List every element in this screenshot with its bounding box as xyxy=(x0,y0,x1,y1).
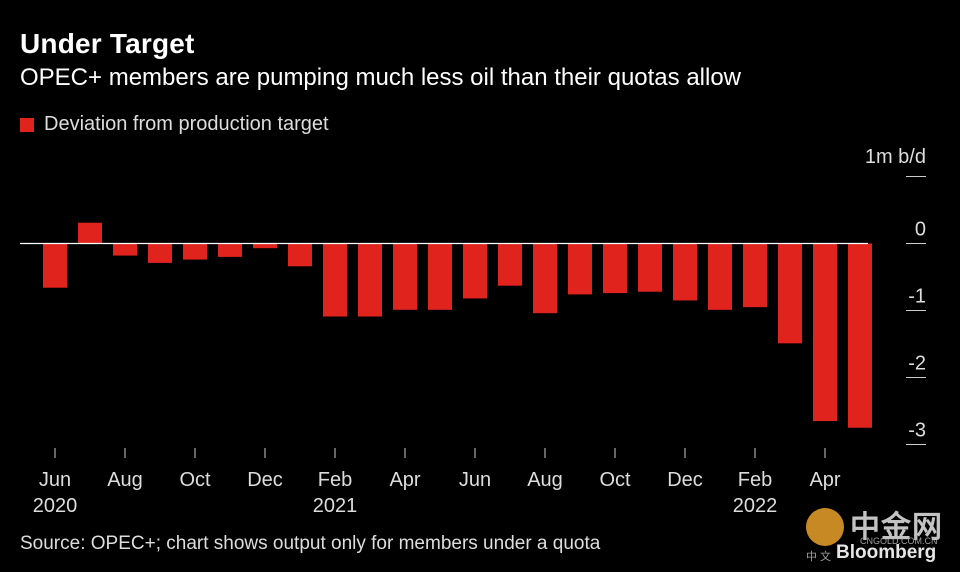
watermark-small-text: 中 文 xyxy=(806,551,832,563)
x-tick-label: Aug xyxy=(527,469,563,491)
x-tick-label: Dec xyxy=(667,469,703,491)
x-tick-year-label: 2020 xyxy=(33,495,78,517)
y-axis-label: 1m b/d xyxy=(865,146,926,168)
bar-nov-2021 xyxy=(638,243,662,292)
watermark-site: CNGOLD.COM.CN xyxy=(860,536,938,546)
bar-sep-2021 xyxy=(568,243,592,295)
bar-oct-2020 xyxy=(183,243,207,260)
x-tick-label: Apr xyxy=(809,469,840,491)
bar-feb-2021 xyxy=(323,243,347,317)
watermark: 中金网 CNGOLD.COM.CN 中 文 Bloomberg xyxy=(800,500,950,568)
bar-aug-2020 xyxy=(113,243,137,256)
bar-mar-2022 xyxy=(778,243,802,344)
x-tick-year-label: 2021 xyxy=(313,495,358,517)
bar-jun-2021 xyxy=(463,243,487,299)
x-tick-label: Dec xyxy=(247,469,283,491)
y-tick-label: 0 xyxy=(915,219,926,241)
source-note: Source: OPEC+; chart shows output only f… xyxy=(20,533,601,554)
legend-label: Deviation from production target xyxy=(44,113,329,135)
legend-swatch xyxy=(20,117,34,132)
x-tick-year-label: 2022 xyxy=(733,495,778,517)
chart-subtitle: OPEC+ members are pumping much less oil … xyxy=(20,64,742,91)
bar-aug-2021 xyxy=(533,243,557,314)
watermark-brand: Bloomberg xyxy=(836,542,937,563)
bar-may-2021 xyxy=(428,243,452,310)
bar-nov-2020 xyxy=(218,243,242,257)
bar-may-2022 xyxy=(848,243,872,428)
chart-legend: Deviation from production target xyxy=(20,113,329,136)
bar-jul-2020 xyxy=(78,222,102,244)
x-tick-label: Jun xyxy=(39,469,71,491)
bar-oct-2021 xyxy=(603,243,627,294)
x-tick-label: Apr xyxy=(389,469,420,491)
bar-jul-2021 xyxy=(498,243,522,286)
x-tick-label: Aug xyxy=(107,469,143,491)
chart-title: Under Target xyxy=(20,28,195,59)
bar-jan-2021 xyxy=(288,243,312,267)
bar-chart: 1m b/d 0 -1 -2 -3 Jun 2020 Aug Oct Dec Feb 2021 Apr J… xyxy=(20,146,926,517)
watermark-chinese-text: 中金网 xyxy=(850,511,943,544)
bar-sep-2020 xyxy=(148,243,172,263)
y-tick-label: -1 xyxy=(908,286,926,308)
x-tick-label: Oct xyxy=(599,469,631,491)
bar-jun-2020 xyxy=(43,243,67,288)
watermark-logo xyxy=(806,508,844,546)
bar-mar-2021 xyxy=(358,243,382,317)
x-tick-label: Jun xyxy=(459,469,491,491)
y-tick-label: -2 xyxy=(908,353,926,375)
x-tick-label: Oct xyxy=(179,469,211,491)
bar-dec-2021 xyxy=(673,243,697,301)
x-tick-label: Feb xyxy=(318,469,352,491)
bar-dec-2020 xyxy=(253,243,277,249)
y-tick-label: -3 xyxy=(908,420,926,442)
x-tick-label: Feb xyxy=(738,469,772,491)
bar-apr-2022 xyxy=(813,243,837,422)
bar-jan-2022 xyxy=(708,243,732,310)
bar-apr-2021 xyxy=(393,243,417,310)
bar-feb-2022 xyxy=(743,243,767,308)
